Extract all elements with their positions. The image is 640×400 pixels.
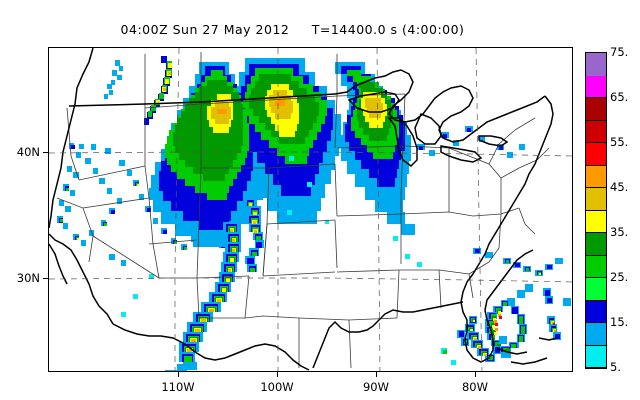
colorbar-tick-45: 45. <box>610 180 629 194</box>
colorbar-band-10-15 <box>586 323 606 346</box>
y-axis-label-30n: 30N <box>16 271 40 285</box>
colorbar-tick-75: 75. <box>610 45 629 59</box>
echo-ohio-valley <box>417 126 525 158</box>
echo-northern-plains-mcs <box>149 58 341 247</box>
x-tick-80w <box>475 372 476 377</box>
y-axis-label-40n: 40N <box>16 145 40 159</box>
colorbar-tick-65: 65. <box>610 90 629 104</box>
colorbar-band-15-20 <box>586 300 606 323</box>
colorbar-band-70-75 <box>586 53 606 76</box>
x-axis-label-110w: 110W <box>161 380 195 394</box>
echo-montana-idaho <box>104 56 172 125</box>
colorbar-band-65-70 <box>586 75 606 98</box>
echo-texas-isolated <box>287 210 329 224</box>
colorbar-tick-55: 55. <box>610 135 629 149</box>
echo-southeast-offshore <box>547 298 571 340</box>
x-tick-90w <box>376 372 377 377</box>
reflectivity-layer <box>57 56 571 371</box>
colorbar-band-5-10 <box>586 345 606 368</box>
colorbar[interactable] <box>585 52 607 369</box>
x-axis-label-90w: 90W <box>362 380 390 394</box>
colorbar-tick-35: 35. <box>610 225 629 239</box>
echo-tropical-storm-beryl <box>485 284 553 358</box>
colorbar-band-30-35 <box>586 233 606 256</box>
x-tick-100w <box>277 372 278 377</box>
colorbar-band-25-30 <box>586 255 606 278</box>
graticule-layer <box>49 48 572 371</box>
colorbar-tick-25: 25. <box>610 270 629 284</box>
state-borders-layer <box>56 52 550 369</box>
colorbar-band-60-65 <box>586 98 606 121</box>
echo-south-florida <box>457 316 507 362</box>
echo-great-basin <box>57 143 234 266</box>
map-canvas <box>49 48 572 371</box>
colorbar-band-55-60 <box>586 120 606 143</box>
page-title: 04:00Z Sun 27 May 2012 T=14400.0 s (4:00… <box>120 22 465 37</box>
y-tick-30n <box>43 278 48 279</box>
colorbar-band-35-40 <box>586 210 606 233</box>
echo-carolinas-offshore <box>473 248 563 276</box>
colorbar-band-20-25 <box>586 278 606 301</box>
colorbar-band-50-55 <box>586 143 606 166</box>
x-tick-110w <box>178 372 179 377</box>
colorbar-band-40-45 <box>586 188 606 211</box>
colorbar-band-45-50 <box>586 165 606 188</box>
colorbar-tick-15: 15. <box>610 315 629 329</box>
y-tick-40n <box>43 152 48 153</box>
echo-high-plains-dryline <box>165 222 241 371</box>
map-panel[interactable] <box>48 47 573 372</box>
echo-colorado-cells <box>245 198 264 272</box>
colorbar-tick-5: 5. <box>610 360 621 374</box>
x-axis-label-80w: 80W <box>461 380 489 394</box>
echo-misc-scattered <box>121 156 456 365</box>
x-axis-label-100w: 100W <box>260 380 294 394</box>
